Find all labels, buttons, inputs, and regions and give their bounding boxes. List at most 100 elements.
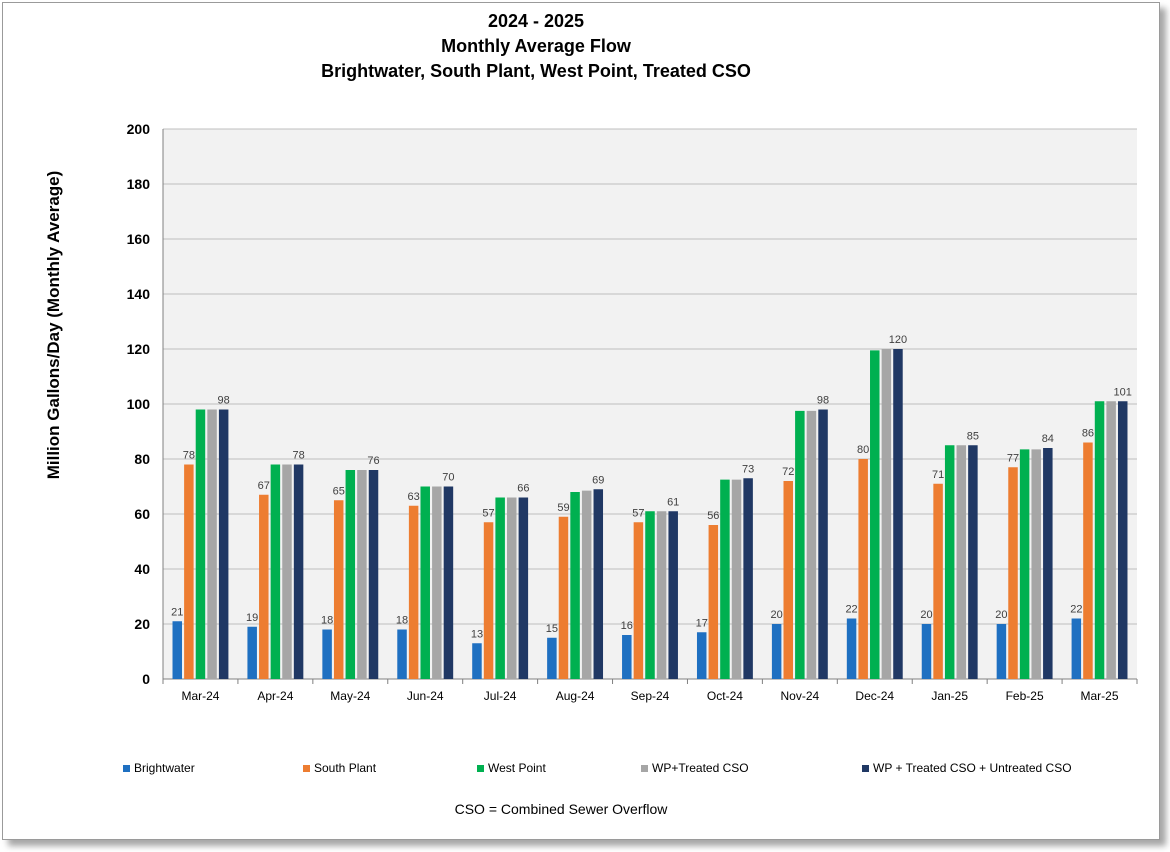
x-tick-label: Aug-24 — [556, 689, 595, 703]
bar — [1043, 448, 1053, 679]
bar — [357, 470, 367, 679]
bar — [783, 481, 793, 679]
data-label: 65 — [333, 485, 345, 497]
data-label: 84 — [1042, 433, 1054, 445]
legend-item: WP + Treated CSO + Untreated CSO — [862, 761, 1072, 775]
bar — [720, 479, 730, 679]
bar — [322, 629, 332, 679]
data-label: 85 — [967, 430, 979, 442]
bar — [247, 626, 257, 679]
bar — [870, 350, 880, 679]
data-label: 69 — [592, 474, 604, 486]
bar — [818, 409, 828, 679]
bar — [921, 624, 932, 679]
data-label: 61 — [667, 496, 679, 508]
data-label: 71 — [932, 469, 944, 481]
x-tick-label: Dec-24 — [855, 689, 894, 703]
data-label: 70 — [442, 472, 454, 484]
x-tick-label: Sep-24 — [631, 689, 670, 703]
bar — [293, 464, 304, 679]
y-tick-label-140: 140 — [127, 286, 151, 302]
bar — [270, 464, 281, 679]
bar — [472, 643, 482, 679]
bar — [795, 410, 805, 679]
legend-swatch — [477, 764, 484, 772]
legend-item: South Plant — [303, 761, 376, 775]
x-tick-label: Nov-24 — [781, 689, 820, 703]
data-label: 20 — [995, 609, 1007, 621]
bar — [420, 486, 430, 679]
bar — [846, 618, 857, 679]
data-label: 63 — [408, 491, 420, 503]
bar — [443, 486, 454, 679]
legend-label: Brightwater — [134, 761, 195, 775]
bar — [731, 479, 742, 679]
bar — [1083, 442, 1093, 679]
x-tick-label: Jan-25 — [931, 689, 968, 703]
bar — [207, 409, 217, 679]
bar — [432, 486, 442, 679]
bar — [259, 494, 269, 679]
bar — [593, 489, 604, 679]
bar — [806, 410, 817, 679]
bar — [1117, 401, 1128, 679]
x-tick-label: May-24 — [330, 689, 370, 703]
bar — [881, 349, 892, 679]
legend-item: Brightwater — [123, 761, 195, 775]
chart-title-line-2: Monthly Average Flow — [441, 36, 631, 56]
data-label: 120 — [889, 334, 907, 346]
data-label: 20 — [771, 609, 783, 621]
data-label: 73 — [742, 463, 754, 475]
y-tick-label-160: 160 — [127, 231, 151, 247]
data-label: 19 — [246, 612, 258, 624]
chart-title-line-3: Brightwater, South Plant, West Point, Tr… — [321, 61, 751, 81]
bar — [368, 470, 379, 679]
data-label: 56 — [707, 510, 719, 522]
bar — [184, 464, 194, 679]
data-label: 21 — [171, 606, 183, 618]
y-tick-label-200: 200 — [127, 121, 151, 137]
bar — [408, 505, 419, 679]
chart-frame: 2024 - 2025 Monthly Average Flow Brightw… — [2, 2, 1160, 840]
data-label: 101 — [1114, 386, 1132, 398]
bar — [893, 349, 903, 679]
bar — [345, 470, 356, 679]
bar — [743, 478, 753, 679]
data-label: 59 — [557, 502, 569, 514]
bar — [1106, 401, 1116, 679]
bar — [622, 635, 632, 679]
legend-label: West Point — [488, 761, 546, 775]
legend-label: WP+Treated CSO — [652, 761, 749, 775]
footnote: CSO = Combined Sewer Overflow — [454, 801, 668, 817]
x-tick-label: Apr-24 — [257, 689, 293, 703]
bar — [696, 632, 707, 679]
bar — [1019, 449, 1030, 679]
bar — [956, 445, 967, 679]
bar — [944, 445, 955, 679]
chart-title: 2024 - 2025 Monthly Average Flow Brightw… — [3, 9, 1069, 84]
data-label: 72 — [782, 466, 794, 478]
bar — [483, 522, 494, 679]
legend-swatch — [123, 764, 130, 772]
data-label: 15 — [546, 623, 558, 635]
data-label: 18 — [321, 615, 333, 627]
bar — [195, 409, 206, 679]
bar — [633, 522, 644, 679]
legend-label: WP + Treated CSO + Untreated CSO — [873, 761, 1072, 775]
data-label: 67 — [258, 480, 270, 492]
legend-label: South Plant — [314, 761, 377, 775]
legend-item: WP+Treated CSO — [641, 761, 749, 775]
bar — [333, 500, 344, 679]
chart-title-line-1: 2024 - 2025 — [487, 11, 585, 31]
bar — [581, 490, 592, 679]
y-tick-label-40: 40 — [134, 561, 150, 577]
data-label: 77 — [1007, 452, 1019, 464]
data-label: 20 — [920, 609, 932, 621]
bar — [1008, 467, 1018, 679]
bar — [558, 516, 569, 679]
bar-chart: 0 20 40 60 80 100 120 140 160 180 200 Mar-24 Apr-24 M… — [127, 121, 1138, 703]
data-label: 76 — [367, 455, 379, 467]
bar — [968, 445, 978, 679]
chart-legend: Brightwater South Plant West Point WP+Treat… — [3, 761, 1170, 781]
y-tick-label-180: 180 — [127, 176, 151, 192]
